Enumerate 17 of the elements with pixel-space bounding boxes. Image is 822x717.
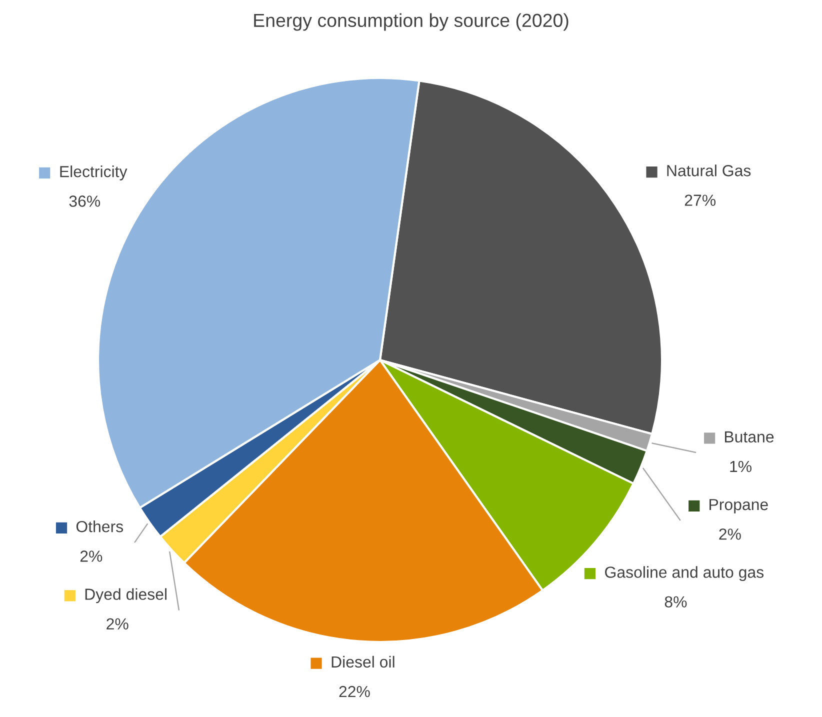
data-label: 1% <box>730 460 752 472</box>
data-label: 27% <box>684 194 716 206</box>
data-label: 2% <box>106 618 128 630</box>
data-label: 8% <box>664 596 687 608</box>
data-label: 2% <box>80 550 102 562</box>
data-label: 22% <box>339 686 370 698</box>
legend-label: Diesel oil <box>332 656 394 668</box>
data-label: 2% <box>719 528 741 540</box>
legend-label: Gasoline and auto gas <box>605 566 764 582</box>
legend-label: Natural Gas <box>667 164 751 176</box>
legend-label: Dyed diesel <box>85 588 166 604</box>
chart-title: Energy consumption by source (2020) <box>254 13 568 31</box>
data-label: 36% <box>69 196 100 207</box>
legend-label: Others <box>76 520 124 532</box>
legend-label: Electricity <box>60 166 128 180</box>
legend-label: Butane <box>724 431 774 443</box>
legend-label: Propane <box>710 499 768 514</box>
